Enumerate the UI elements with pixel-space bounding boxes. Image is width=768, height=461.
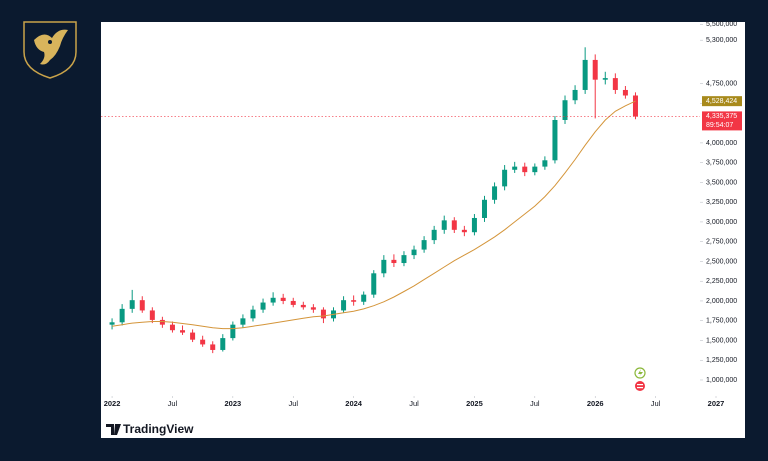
candle-body [592, 59, 598, 80]
candle-body [190, 332, 196, 340]
y-tick-label: 1,250,000 [706, 357, 737, 364]
candle-body [320, 309, 326, 319]
candle-body [159, 319, 165, 325]
last-price-box [702, 111, 742, 131]
candle-body [351, 300, 357, 302]
x-tick-label: Jul [530, 399, 540, 408]
event-icons [634, 367, 646, 391]
candle-body [129, 300, 135, 309]
candle-body [371, 273, 377, 295]
candle-body [119, 308, 125, 323]
candle-body [582, 59, 588, 90]
candle-body [250, 309, 256, 319]
candle-body [632, 95, 638, 117]
x-tick-label: 2022 [104, 399, 121, 408]
y-tick-label: 2,500,000 [706, 258, 737, 265]
candle-body [421, 240, 427, 250]
candle-body [512, 166, 518, 170]
candle-body [522, 166, 528, 173]
logo-emblem [23, 21, 77, 79]
candle-body [572, 89, 578, 101]
countdown-label: 89:54:07 [706, 122, 733, 129]
y-tick-label: 5,300,000 [706, 37, 737, 44]
candle-body [341, 300, 347, 311]
y-tick-label: 3,500,000 [706, 179, 737, 186]
y-tick-label: 4,000,000 [706, 140, 737, 147]
candle-body [381, 259, 387, 274]
y-tick-label: 1,750,000 [706, 318, 737, 325]
y-tick-label: 1,500,000 [706, 337, 737, 344]
candle-body [502, 169, 508, 187]
candle-body [200, 339, 206, 345]
y-tick-label: 2,750,000 [706, 239, 737, 246]
candle-body [441, 220, 447, 230]
moving-average [112, 100, 636, 330]
y-tick-label: 3,250,000 [706, 199, 737, 206]
x-tick-label: 2027 [708, 399, 725, 408]
candle-body [220, 338, 226, 350]
candle-body [461, 229, 467, 233]
x-tick-label: 2026 [587, 399, 604, 408]
branding: TradingView [106, 422, 194, 436]
x-tick-label: 2023 [225, 399, 242, 408]
y-tick-label: 2,000,000 [706, 298, 737, 305]
y-tick-label: 1,000,000 [706, 377, 737, 384]
x-tick-label: Jul [651, 399, 661, 408]
candle-body [260, 302, 266, 310]
candle-body [139, 300, 145, 311]
y-tick-label: 3,750,000 [706, 160, 737, 167]
candle-body [532, 166, 538, 173]
candle-body [290, 300, 296, 305]
y-tick-label: 5,500,000 [706, 21, 737, 28]
plot: 1,000,000 1,250,000 1,500,000 1,750,000 2,00… [101, 21, 742, 408]
x-tick-label: Jul [168, 399, 178, 408]
candle-body [240, 318, 246, 325]
y-tick-label: 3,000,000 [706, 219, 737, 226]
candle-body [169, 324, 175, 331]
candle-body [149, 310, 155, 320]
y-tick-label: 2,250,000 [706, 278, 737, 285]
candle-body [552, 119, 558, 161]
candle-body [471, 217, 477, 233]
candle-body [230, 324, 236, 339]
candle-body [612, 78, 618, 90]
candle-body [562, 100, 568, 120]
last-price-label: 4,335,375 [706, 113, 737, 120]
candle-body [411, 249, 417, 256]
candle-body [310, 307, 316, 310]
candle-body [300, 304, 306, 308]
candle-body [622, 89, 628, 96]
x-tick-label: 2025 [466, 399, 483, 408]
candle-body [401, 255, 407, 264]
branding-text: TradingView [123, 422, 194, 436]
ma-price-label: 4,528,424 [706, 98, 737, 105]
candle-body [492, 186, 498, 200]
candle-body [361, 294, 367, 302]
chart-panel [101, 22, 745, 438]
x-tick-label: Jul [288, 399, 298, 408]
x-tick-label: Jul [409, 399, 419, 408]
candle-body [391, 259, 397, 264]
ma-price-box [702, 96, 742, 107]
candle-body [602, 78, 608, 80]
y-tick-label: 4,750,000 [706, 80, 737, 87]
candle-body [210, 344, 216, 350]
candle-body [431, 229, 437, 241]
candle-body [109, 322, 115, 325]
candle-body [280, 297, 286, 301]
candle-body [270, 297, 276, 303]
candle-body [542, 160, 548, 167]
x-tick-label: 2024 [345, 399, 363, 408]
candle-body [180, 330, 186, 333]
candle-body [481, 199, 487, 218]
candle-body [451, 220, 457, 230]
